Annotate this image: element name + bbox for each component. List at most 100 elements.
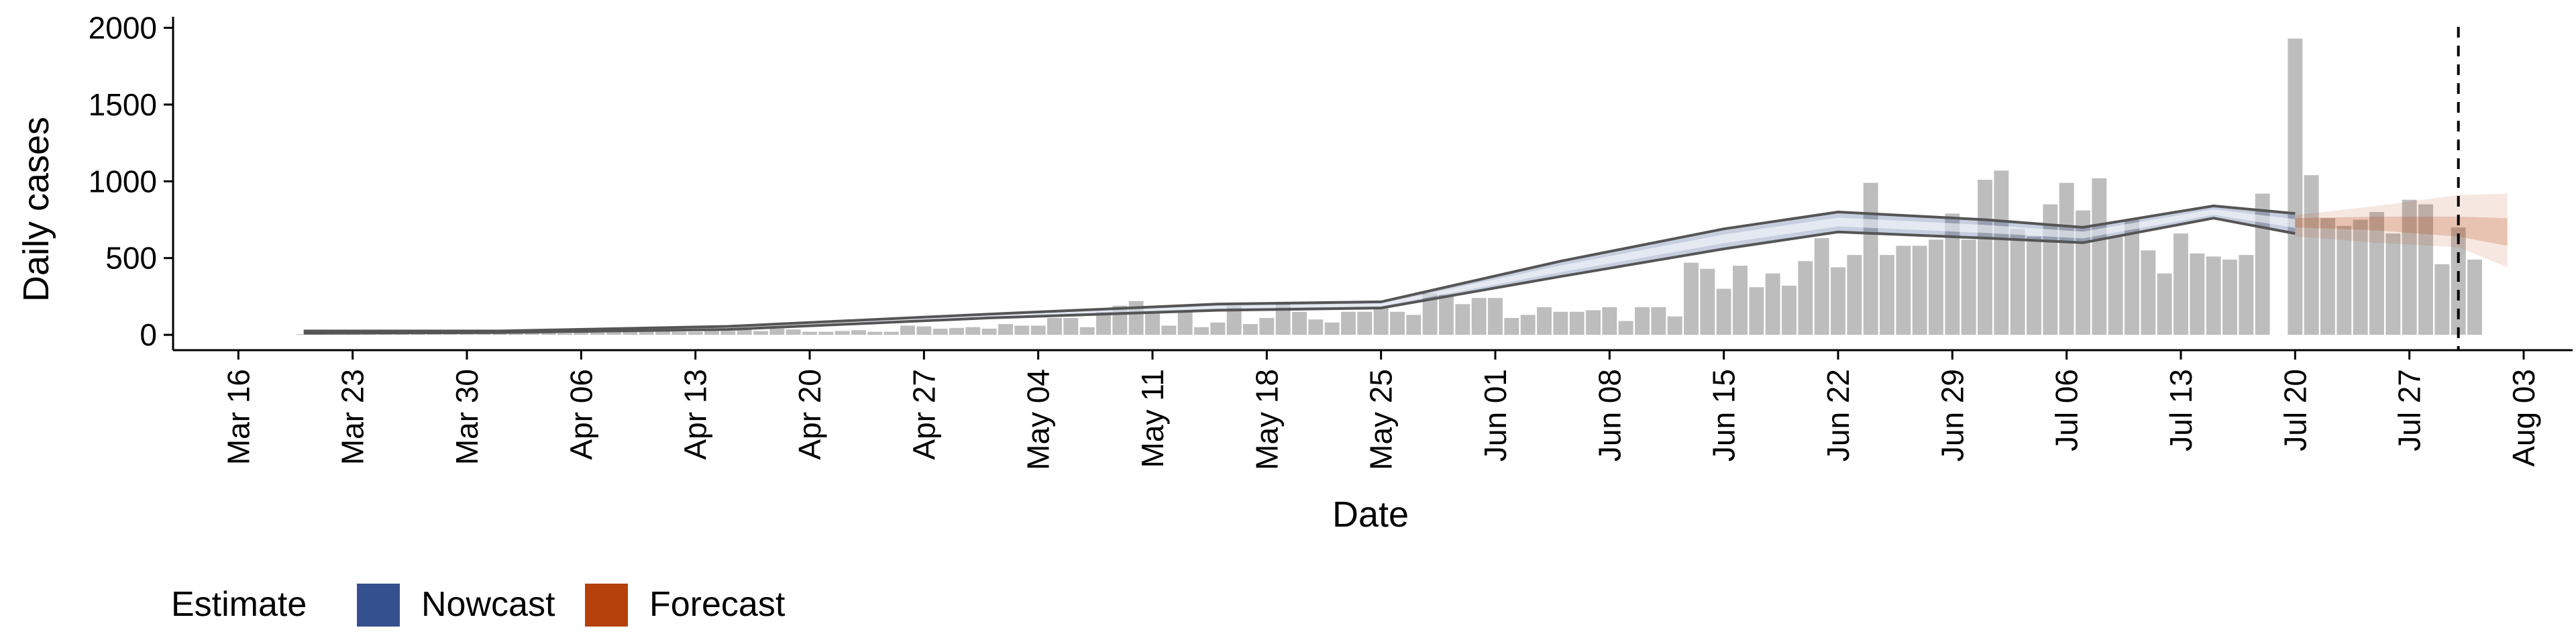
case-bar [1357, 311, 1373, 335]
case-bar [949, 327, 964, 335]
legend-title: Estimate [171, 585, 307, 624]
case-bar [2385, 233, 2401, 335]
case-bar [1553, 311, 1568, 335]
case-bar [1439, 294, 1454, 335]
case-bar [720, 331, 736, 335]
case-bar [2320, 218, 2335, 335]
y-tick-label: 0 [140, 317, 157, 352]
case-bar [1226, 305, 1242, 335]
case-bar [2337, 225, 2352, 335]
y-tick-label: 2000 [89, 10, 157, 45]
case-bar [2402, 199, 2417, 335]
x-tick-label: Jul 20 [2277, 369, 2312, 451]
case-bar [916, 326, 932, 335]
x-tick-label: Apr 27 [906, 369, 941, 460]
case-bar [1161, 325, 1177, 335]
x-tick-label: Apr 20 [792, 369, 827, 460]
case-bar [1749, 287, 1764, 335]
case-bar [2467, 259, 2482, 335]
x-tick-label: Jul 27 [2392, 369, 2427, 451]
estimate-bands [303, 193, 2508, 335]
x-tick-label: Jul 06 [2049, 369, 2084, 451]
nowcast-upper-line [303, 204, 2296, 333]
case-bar [883, 331, 899, 335]
case-bar [2206, 256, 2221, 335]
case-bar [1210, 322, 1226, 335]
case-bar [1961, 239, 1976, 335]
axes: 0 500 1000 1500 2000 Mar 16 Mar 23 Mar 30 Apr 0… [89, 10, 2573, 470]
x-tick-label: Mar 16 [221, 369, 256, 465]
case-bar [1602, 307, 1617, 335]
x-tick-label: Mar 30 [449, 369, 484, 465]
case-bar [1929, 239, 1943, 335]
case-bar [2043, 204, 2058, 335]
case-bar [2010, 229, 2025, 335]
case-bar [2288, 38, 2303, 335]
case-bar [1733, 266, 1748, 335]
y-tick-label: 500 [105, 241, 157, 276]
case-bar [1063, 317, 1079, 335]
case-bar [2141, 250, 2156, 335]
case-bar [1880, 255, 1894, 335]
case-bar [1096, 311, 1111, 335]
case-bar [1684, 262, 1699, 335]
case-bar [2125, 219, 2139, 335]
case-bar [1324, 322, 1340, 335]
y-axis-title: Daily cases [16, 117, 56, 302]
case-bar [1145, 313, 1160, 335]
case-bar [2353, 219, 2368, 335]
y-tick-label: 1000 [89, 164, 157, 199]
x-tick-label: Apr 06 [564, 369, 598, 460]
legend: Estimate Nowcast Forecast [171, 584, 786, 627]
case-bar [1798, 261, 1813, 335]
case-bar [1455, 304, 1470, 335]
case-bar [835, 331, 850, 335]
x-tick-label: Jun 22 [1821, 369, 1856, 462]
case-bar [998, 324, 1013, 335]
case-bar [1765, 273, 1780, 335]
case-bar [1390, 311, 1405, 335]
case-bar [2157, 273, 2172, 335]
case-bar [1047, 317, 1062, 335]
x-tick-label: Mar 23 [335, 369, 370, 465]
case-bar [1079, 327, 1095, 335]
case-bar [1471, 298, 1487, 335]
x-tick-label: Jun 29 [1935, 369, 1970, 462]
case-bar [1618, 321, 1633, 335]
case-bar [1912, 246, 1927, 335]
case-bar [1341, 311, 1356, 335]
case-bar [1520, 315, 1536, 335]
case-bar [1422, 293, 1438, 335]
x-tick-label: Aug 03 [2506, 369, 2541, 467]
case-bar [2418, 204, 2433, 335]
case-bar [362, 333, 376, 335]
case-bar [1994, 170, 2009, 335]
case-bar [2059, 182, 2074, 335]
x-tick-label: Apr 13 [678, 369, 713, 460]
case-bar [655, 331, 670, 335]
case-bar [851, 330, 866, 335]
case-bar [2027, 236, 2041, 335]
case-bar [460, 333, 474, 335]
case-bar [1504, 317, 1519, 335]
x-tick-label: Jul 13 [2163, 369, 2198, 451]
case-bar [1308, 319, 1324, 335]
case-bar [1782, 285, 1796, 335]
legend-swatch-nowcast [357, 584, 400, 627]
case-bar [1978, 179, 1992, 335]
case-bar [2304, 175, 2319, 335]
y-tick-label: 1500 [89, 87, 157, 122]
case-bar [818, 331, 834, 335]
case-bar [525, 333, 540, 335]
case-bar [802, 331, 817, 335]
x-ticks: Mar 16 Mar 23 Mar 30 Apr 06 Apr 13 Apr 20 Apr … [221, 350, 2541, 470]
case-bar [1814, 237, 1829, 335]
case-bar [1194, 327, 1209, 335]
case-bar [557, 333, 572, 335]
case-bar [296, 333, 311, 335]
case-bar [704, 331, 719, 335]
x-tick-label: Jun 15 [1707, 369, 1741, 462]
case-bar [1700, 268, 1715, 335]
case-bar [1651, 307, 1666, 335]
